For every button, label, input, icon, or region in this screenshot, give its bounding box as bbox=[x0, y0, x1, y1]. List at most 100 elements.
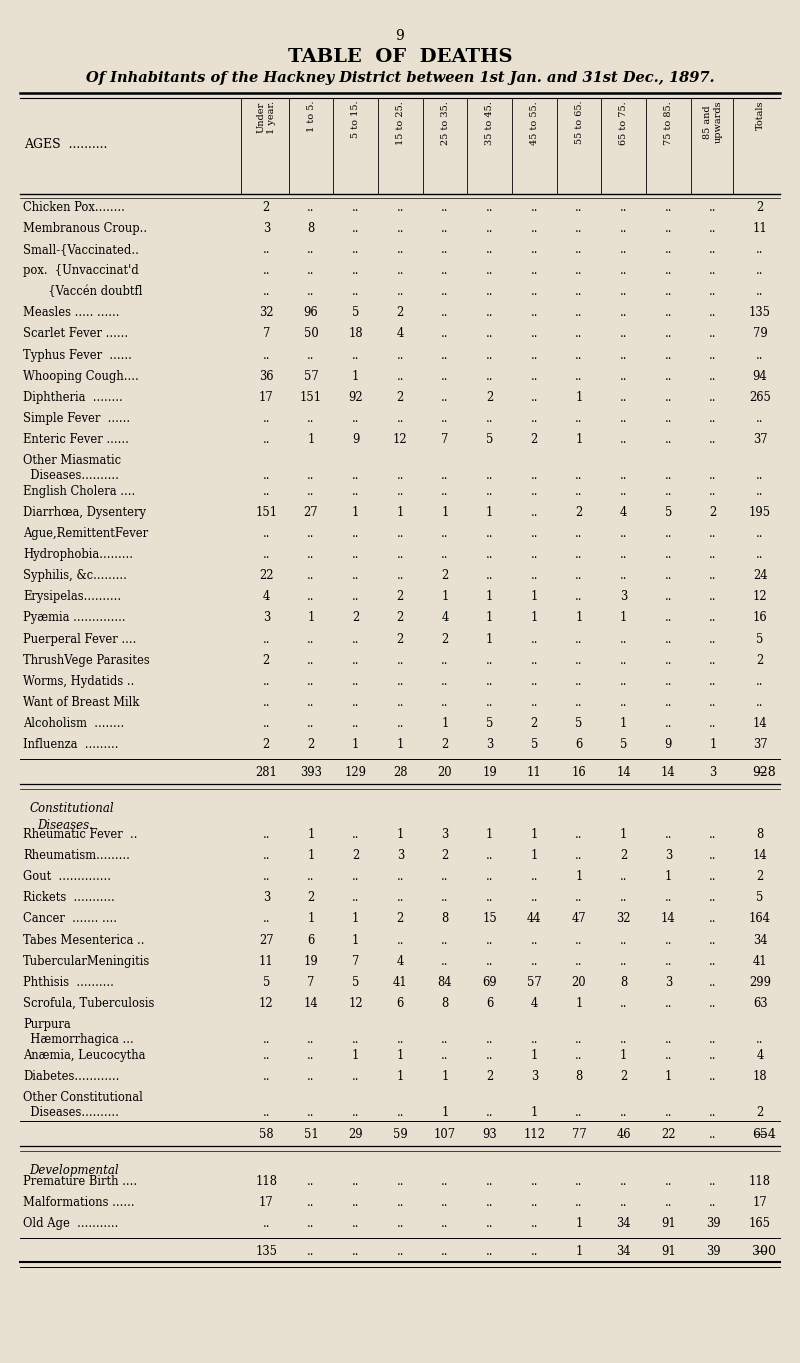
Text: 2: 2 bbox=[756, 870, 764, 883]
Text: ..: .. bbox=[262, 349, 270, 361]
Text: ..: .. bbox=[397, 369, 404, 383]
Text: ..: .. bbox=[262, 433, 270, 446]
Text: ..: .. bbox=[486, 849, 494, 861]
Text: ..: .. bbox=[530, 349, 538, 361]
Text: 1: 1 bbox=[530, 612, 538, 624]
Text: 9: 9 bbox=[396, 29, 404, 42]
Text: 1: 1 bbox=[352, 934, 359, 946]
Text: 28: 28 bbox=[393, 766, 407, 780]
Text: ..: .. bbox=[307, 870, 314, 883]
Text: Diarrhœa, Dysentery: Diarrhœa, Dysentery bbox=[23, 506, 146, 519]
Text: ..: .. bbox=[442, 391, 449, 403]
Text: ..: .. bbox=[352, 264, 359, 277]
Text: ..: .. bbox=[486, 1217, 494, 1229]
Text: ..: .. bbox=[530, 891, 538, 904]
Text: ..: .. bbox=[442, 285, 449, 298]
Text: 91: 91 bbox=[661, 1244, 676, 1258]
Text: TABLE  OF  DEATHS: TABLE OF DEATHS bbox=[288, 48, 512, 65]
Text: ..: .. bbox=[575, 590, 582, 604]
Text: ..: .. bbox=[665, 934, 672, 946]
Text: Rheumatism.........: Rheumatism......... bbox=[23, 849, 130, 861]
Text: 164: 164 bbox=[749, 912, 771, 925]
Text: ..: .. bbox=[756, 243, 764, 256]
Text: ..: .. bbox=[397, 412, 404, 425]
Text: 654: 654 bbox=[752, 1129, 776, 1141]
Text: ..: .. bbox=[665, 307, 672, 319]
Text: 1: 1 bbox=[397, 739, 404, 751]
Text: ..: .. bbox=[352, 827, 359, 841]
Text: ..: .. bbox=[710, 612, 717, 624]
Text: 2: 2 bbox=[307, 891, 314, 904]
Text: 5: 5 bbox=[486, 717, 494, 731]
Text: 1: 1 bbox=[442, 506, 449, 519]
Text: 2: 2 bbox=[352, 849, 359, 861]
Text: ..: .. bbox=[530, 548, 538, 562]
Text: ..: .. bbox=[352, 200, 359, 214]
Text: ..: .. bbox=[262, 632, 270, 646]
Text: ..: .. bbox=[397, 527, 404, 540]
Text: Phthisis  ..........: Phthisis .......... bbox=[23, 976, 114, 988]
Text: 107: 107 bbox=[434, 1129, 456, 1141]
Text: 5: 5 bbox=[575, 717, 582, 731]
Text: ..: .. bbox=[442, 200, 449, 214]
Text: Developmental: Developmental bbox=[30, 1164, 119, 1176]
Text: 84: 84 bbox=[438, 976, 452, 988]
Text: 9: 9 bbox=[665, 739, 672, 751]
Text: ..: .. bbox=[486, 485, 494, 497]
Text: ..: .. bbox=[307, 1195, 314, 1209]
Text: ..: .. bbox=[665, 412, 672, 425]
Text: ..: .. bbox=[486, 349, 494, 361]
Text: ..: .. bbox=[397, 870, 404, 883]
Text: ..: .. bbox=[710, 527, 717, 540]
Text: 4: 4 bbox=[756, 1048, 764, 1062]
Text: ..: .. bbox=[530, 654, 538, 667]
Text: 79: 79 bbox=[753, 327, 767, 341]
Text: 1: 1 bbox=[307, 912, 314, 925]
Text: 20: 20 bbox=[438, 766, 452, 780]
Text: 94: 94 bbox=[753, 369, 767, 383]
Text: 25 to 35.: 25 to 35. bbox=[441, 101, 450, 144]
Text: 1: 1 bbox=[530, 590, 538, 604]
Text: 57: 57 bbox=[304, 369, 318, 383]
Text: 50: 50 bbox=[304, 327, 318, 341]
Text: 5: 5 bbox=[665, 506, 672, 519]
Text: ..: .. bbox=[530, 264, 538, 277]
Text: ..: .. bbox=[262, 548, 270, 562]
Text: 92: 92 bbox=[348, 391, 363, 403]
Text: 17: 17 bbox=[259, 1195, 274, 1209]
Text: Alcoholism  ........: Alcoholism ........ bbox=[23, 717, 125, 731]
Text: ..: .. bbox=[756, 349, 764, 361]
Text: 2: 2 bbox=[397, 391, 404, 403]
Text: 2: 2 bbox=[756, 1105, 764, 1119]
Text: ..: .. bbox=[262, 1070, 270, 1082]
Text: ..: .. bbox=[442, 412, 449, 425]
Text: 1: 1 bbox=[530, 849, 538, 861]
Text: Tabes Mesenterica ..: Tabes Mesenterica .. bbox=[23, 934, 145, 946]
Text: ..: .. bbox=[262, 827, 270, 841]
Text: ..: .. bbox=[710, 307, 717, 319]
Text: ..: .. bbox=[530, 243, 538, 256]
Text: ..: .. bbox=[307, 1070, 314, 1082]
Text: ..: .. bbox=[442, 369, 449, 383]
Text: ..: .. bbox=[262, 264, 270, 277]
Text: 151: 151 bbox=[255, 506, 278, 519]
Text: ..: .. bbox=[352, 243, 359, 256]
Text: 58: 58 bbox=[259, 1129, 274, 1141]
Text: ..: .. bbox=[710, 285, 717, 298]
Text: 8: 8 bbox=[442, 996, 449, 1010]
Text: 3: 3 bbox=[486, 739, 494, 751]
Text: ..: .. bbox=[397, 570, 404, 582]
Text: TubercularMeningitis: TubercularMeningitis bbox=[23, 954, 150, 968]
Text: ..: .. bbox=[352, 870, 359, 883]
Text: ..: .. bbox=[620, 1033, 627, 1047]
Text: ..: .. bbox=[710, 327, 717, 341]
Text: ..: .. bbox=[620, 696, 627, 709]
Text: ..: .. bbox=[665, 327, 672, 341]
Text: ..: .. bbox=[710, 1195, 717, 1209]
Text: ..: .. bbox=[665, 654, 672, 667]
Text: 5 to 15.: 5 to 15. bbox=[351, 101, 360, 139]
Text: 1: 1 bbox=[442, 717, 449, 731]
Text: 1: 1 bbox=[665, 1070, 672, 1082]
Text: 1: 1 bbox=[442, 590, 449, 604]
Text: ..: .. bbox=[530, 632, 538, 646]
